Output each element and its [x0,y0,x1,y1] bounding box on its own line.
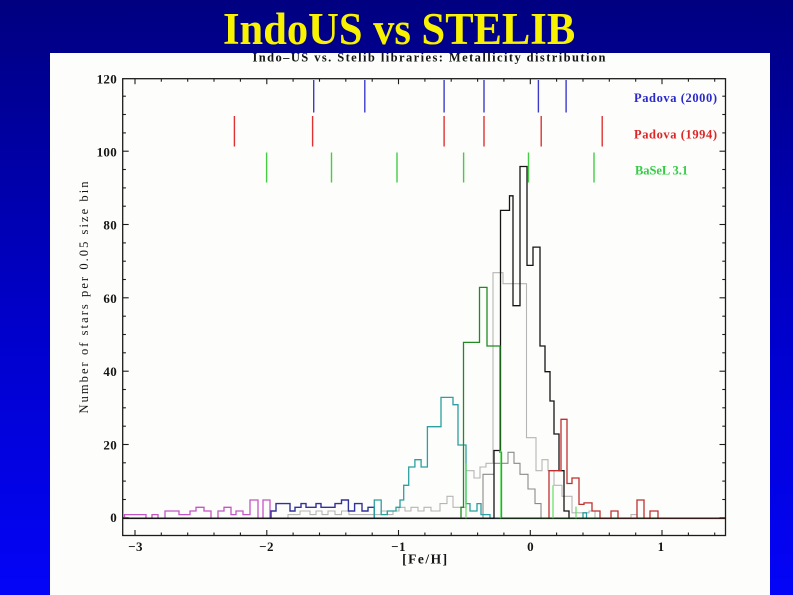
svg-text:Padova (1994): Padova (1994) [634,128,717,142]
svg-text:−1: −1 [391,539,406,554]
svg-text:−2: −2 [259,539,274,554]
svg-text:−3: −3 [128,539,143,554]
svg-text:100: 100 [97,145,117,160]
svg-text:20: 20 [103,437,117,452]
svg-text:BaSeL 3.1: BaSeL 3.1 [635,164,688,178]
svg-text:80: 80 [103,218,117,233]
svg-text:Number of stars per 0.05 size: Number of stars per 0.05 size bin [77,181,91,414]
svg-text:0: 0 [527,539,534,554]
svg-text:[Fe/H]: [Fe/H] [402,552,447,567]
svg-text:1: 1 [658,539,665,554]
svg-text:40: 40 [103,364,117,379]
svg-text:Padova (2000): Padova (2000) [634,91,717,105]
svg-text:120: 120 [97,72,117,87]
svg-text:60: 60 [103,291,117,306]
svg-text:0: 0 [110,510,117,525]
svg-text:Indo–US vs. Stelib libraries:: Indo–US vs. Stelib libraries: Metallicit… [253,51,606,65]
